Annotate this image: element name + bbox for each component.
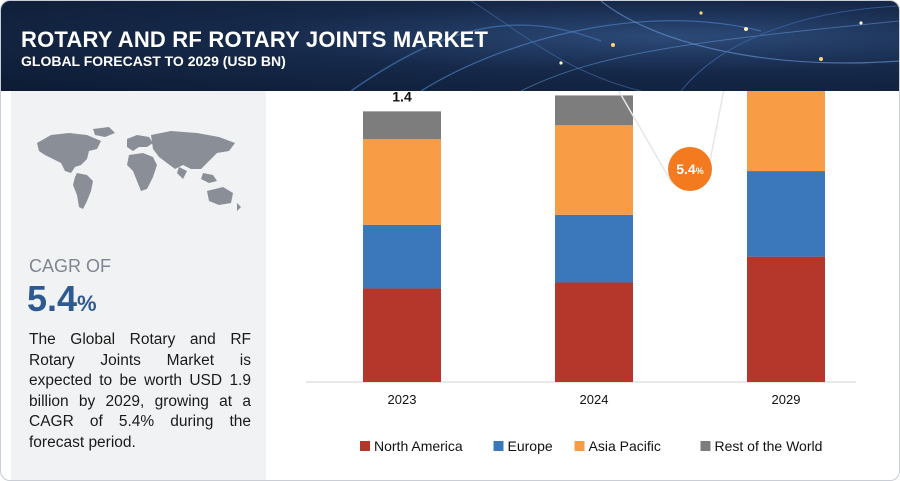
legend-swatch-0 [360, 441, 370, 451]
legend-swatch-2 [574, 441, 585, 451]
bar-2024-series-2 [555, 125, 633, 215]
cagr-number: 5.4 [27, 278, 78, 319]
legend-label-3: Rest of the World [715, 438, 823, 454]
page-subtitle: GLOBAL FORECAST TO 2029 (USD BN) [21, 53, 286, 69]
stacked-bar-chart: 1.420231.520241.920295.4%North AmericaEu… [306, 91, 856, 454]
bar-2024-series-0 [555, 282, 633, 382]
bar-2024-series-1 [555, 214, 633, 283]
world-map-icon [37, 127, 241, 211]
x-tick-label-2023: 2023 [388, 392, 417, 407]
bar-2029-series-2 [747, 91, 825, 172]
cagr-bubble-label: 5.4% [676, 161, 703, 177]
bar-2029-series-1 [747, 171, 825, 257]
legend-label-2: Asia Pacific [589, 438, 661, 454]
summary-panel: CAGR OF 5.4% The Global Rotary and RF Ro… [11, 91, 266, 480]
growth-arrow-line [709, 91, 725, 162]
cagr-bubble [668, 147, 712, 191]
bar-2029-series-0 [747, 256, 825, 382]
header-banner: ROTARY AND RF ROTARY JOINTS MARKET GLOBA… [1, 1, 899, 91]
x-tick-label-2029: 2029 [772, 392, 801, 407]
legend-swatch-1 [493, 441, 504, 451]
cagr-value: 5.4% [27, 278, 97, 320]
bar-2023-series-2 [363, 139, 441, 225]
bar-2023-series-0 [363, 288, 441, 382]
fiber-optic-background [350, 1, 899, 91]
legend-label-1: Europe [508, 438, 553, 454]
cagr-label: CAGR OF [29, 256, 112, 276]
bar-2023-series-1 [363, 224, 441, 289]
growth-arrow-tail [617, 91, 673, 184]
x-tick-label-2024: 2024 [580, 392, 609, 407]
page-title: ROTARY AND RF ROTARY JOINTS MARKET [21, 27, 489, 52]
legend-label-0: North America [374, 438, 463, 454]
cagr-unit: % [77, 291, 97, 316]
total-label-2023: 1.4 [392, 91, 412, 104]
legend-swatch-3 [700, 441, 711, 451]
bar-2023-series-3 [363, 111, 441, 140]
market-description: The Global Rotary and RF Rotary Joints M… [29, 331, 251, 451]
bar-2024-series-3 [555, 95, 633, 126]
